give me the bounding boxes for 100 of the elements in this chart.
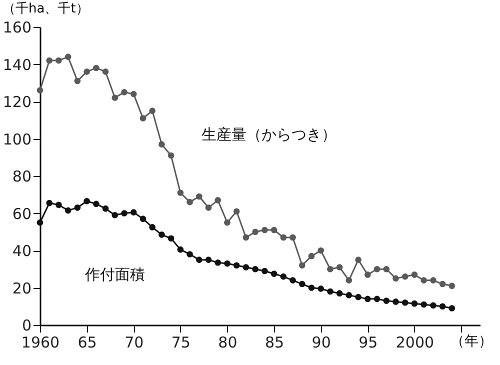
point — [430, 277, 436, 284]
point — [214, 259, 222, 266]
point — [374, 296, 380, 302]
point — [448, 282, 456, 290]
point — [392, 275, 399, 282]
point — [140, 216, 146, 222]
point — [402, 273, 408, 280]
point — [84, 68, 90, 75]
annotation: 生産量（からつき） — [201, 125, 336, 144]
point — [93, 64, 100, 72]
point — [130, 90, 137, 98]
x-tick-label: 85 — [264, 334, 284, 352]
point — [327, 288, 334, 295]
point — [168, 235, 174, 242]
y-tick-label: 20 — [12, 279, 32, 298]
x-tick-label: 80 — [218, 334, 238, 352]
point — [308, 284, 315, 291]
y-tick-label: 100 — [2, 130, 32, 148]
point — [336, 290, 343, 296]
point — [56, 57, 62, 64]
point — [252, 266, 258, 272]
point — [411, 300, 418, 307]
point — [74, 78, 81, 84]
y-tick-label: 0 — [22, 316, 32, 334]
point — [112, 212, 118, 218]
point — [121, 89, 128, 96]
point — [355, 294, 362, 300]
point — [158, 141, 165, 148]
point — [36, 219, 44, 226]
point — [439, 303, 446, 310]
point — [93, 200, 100, 208]
point — [177, 246, 184, 253]
point — [205, 256, 212, 263]
point — [84, 198, 90, 204]
point — [64, 207, 72, 214]
point — [280, 273, 287, 280]
point — [186, 198, 193, 206]
point — [233, 208, 240, 215]
point — [149, 108, 156, 114]
y-tick-label: 120 — [2, 93, 32, 111]
point — [270, 270, 278, 277]
point — [233, 262, 240, 269]
point — [411, 272, 418, 278]
point — [308, 252, 315, 260]
point — [252, 228, 258, 236]
point — [383, 266, 390, 272]
point — [383, 298, 390, 304]
point — [336, 264, 343, 270]
x-axis-title: （年） — [450, 334, 492, 350]
point — [149, 224, 156, 230]
point — [420, 301, 427, 308]
point — [177, 190, 184, 196]
point — [196, 193, 202, 200]
point — [214, 197, 222, 204]
point — [158, 232, 165, 238]
point — [327, 266, 334, 272]
point — [46, 57, 53, 64]
point — [186, 251, 193, 258]
point — [112, 94, 118, 101]
point — [74, 204, 81, 211]
point — [130, 209, 137, 216]
point — [102, 68, 109, 75]
point — [121, 210, 128, 216]
point — [46, 200, 53, 206]
point — [298, 262, 306, 269]
point — [364, 296, 371, 302]
point — [318, 286, 324, 292]
point — [430, 302, 436, 309]
point — [56, 202, 62, 208]
point — [346, 277, 352, 284]
x-tick-label: 95 — [358, 334, 378, 352]
point — [168, 152, 174, 159]
y-tick-label: 60 — [12, 204, 32, 223]
point — [242, 264, 250, 270]
x-tick-label: 90 — [312, 334, 331, 352]
x-tick-label: 65 — [78, 334, 97, 352]
point — [140, 115, 146, 122]
point — [280, 234, 287, 241]
point — [392, 298, 399, 305]
point — [448, 305, 456, 312]
point — [364, 272, 371, 278]
point — [196, 256, 202, 263]
point — [346, 292, 352, 298]
point — [402, 299, 408, 306]
point — [420, 277, 427, 284]
y-tick-label: 40 — [12, 242, 32, 260]
point — [439, 280, 446, 288]
point — [64, 54, 72, 60]
point — [318, 247, 324, 254]
y-tick-label: 140 — [2, 56, 32, 74]
y-tick-label: 80 — [12, 168, 32, 186]
x-tick-label: 75 — [171, 334, 190, 352]
point — [298, 280, 306, 288]
point — [36, 87, 44, 94]
x-tick-label: 1960 — [21, 334, 60, 352]
x-tick-label: 2000 — [396, 334, 434, 352]
x-tick-label: 70 — [124, 334, 144, 352]
point — [242, 234, 250, 241]
point — [355, 256, 362, 263]
point — [224, 219, 230, 226]
